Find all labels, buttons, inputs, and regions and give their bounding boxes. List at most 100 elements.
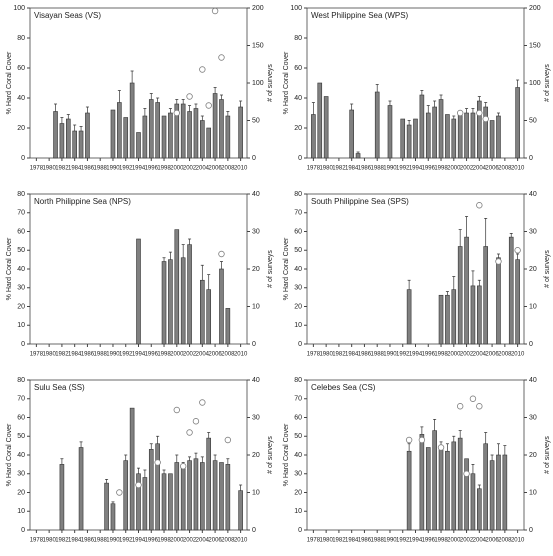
panel-title: South Philippine Sea (SPS) [311, 197, 409, 206]
survey-point [463, 470, 470, 477]
y-axis-label: % Hard Coral Cover [283, 423, 290, 486]
x-tick-label: 2002 [183, 538, 197, 544]
bar [200, 462, 205, 531]
error-bar [175, 99, 179, 104]
x-tick-label: 1978 [30, 352, 44, 358]
y-axis-label: % Hard Coral Cover [6, 423, 13, 486]
x-tick-label: 1986 [81, 538, 95, 544]
survey-point [135, 481, 142, 489]
y2-axis-label: # of surveys [544, 436, 551, 474]
error-bar [213, 454, 217, 461]
y-axis-label: % Hard Coral Cover [6, 237, 13, 300]
bar [496, 115, 501, 159]
error-bar [490, 454, 494, 461]
bar [72, 130, 77, 159]
bar [489, 120, 495, 159]
y-tick-label: 0 [21, 341, 25, 348]
bar [477, 488, 482, 531]
error-bar [465, 108, 469, 113]
y-tick-label: 30 [17, 471, 25, 478]
x-tick-label: 2008 [498, 538, 512, 544]
x-tick-label: 1992 [396, 352, 410, 358]
bar [419, 434, 425, 531]
x-tick-label: 1992 [119, 352, 133, 358]
error-bar [465, 216, 469, 238]
x-tick-label: 2006 [485, 166, 499, 172]
bar [59, 123, 65, 159]
x-tick-label: 1986 [358, 166, 372, 172]
error-bar [143, 108, 147, 116]
bar [238, 106, 243, 159]
error-bar [239, 484, 243, 491]
error-bar [156, 97, 160, 103]
x-tick-label: 1992 [119, 538, 133, 544]
y2-tick-label: 100 [252, 80, 264, 87]
x-tick-label: 1986 [358, 352, 372, 358]
x-tick-label: 2002 [460, 352, 474, 358]
error-bar [452, 115, 456, 119]
error-bar [458, 430, 462, 439]
y-tick-label: 60 [294, 228, 302, 235]
survey-point [405, 436, 413, 444]
y2-tick-label: 50 [252, 117, 260, 124]
error-bar [407, 279, 411, 290]
y-tick-label: 50 [17, 247, 25, 254]
error-bar [226, 458, 230, 465]
bar [200, 279, 205, 345]
error-bar [311, 102, 315, 115]
y2-tick-label: 10 [252, 489, 260, 496]
x-tick-label: 1998 [157, 352, 171, 358]
x-tick-label: 2010 [234, 352, 248, 358]
survey-point [456, 109, 464, 117]
bar [451, 441, 457, 531]
error-bar [181, 244, 185, 258]
error-bar [175, 454, 179, 463]
x-tick-label: 1992 [396, 538, 410, 544]
y-tick-label: 60 [17, 228, 25, 235]
x-tick-label: 1990 [106, 538, 120, 544]
x-tick-label: 1996 [145, 352, 159, 358]
error-bar [496, 112, 500, 116]
bar [464, 112, 469, 159]
bar [483, 443, 489, 531]
bar [477, 100, 482, 159]
y-tick-label: 40 [17, 95, 25, 102]
error-bar [117, 90, 121, 103]
y2-tick-label: 200 [252, 5, 264, 12]
bar [387, 105, 393, 159]
bar [349, 109, 354, 159]
y-tick-label: 80 [294, 191, 302, 198]
bar [317, 82, 323, 159]
x-tick-label: 1996 [422, 166, 436, 172]
y-tick-label: 60 [294, 65, 302, 72]
error-bar [200, 264, 204, 281]
bar [187, 460, 192, 531]
y2-tick-label: 30 [529, 228, 537, 235]
y-tick-label: 10 [17, 322, 25, 329]
y2-tick-label: 150 [529, 42, 541, 49]
bar [432, 430, 437, 531]
x-tick-label: 2006 [208, 166, 222, 172]
error-bar [162, 257, 166, 262]
survey-point [476, 403, 483, 410]
x-tick-label: 1992 [119, 166, 133, 172]
x-tick-label: 2010 [234, 166, 248, 172]
bar [457, 112, 463, 159]
bar [193, 458, 199, 531]
bar [355, 153, 361, 159]
y2-tick-label: 50 [529, 117, 537, 124]
bar [225, 308, 231, 345]
y2-tick-label: 0 [252, 155, 256, 162]
error-bar [496, 253, 500, 258]
error-bar [503, 445, 507, 455]
bar [174, 103, 180, 159]
bar [180, 465, 186, 531]
bar [219, 99, 224, 159]
x-tick-label: 2000 [170, 352, 184, 358]
y-tick-label: 40 [294, 95, 302, 102]
x-tick-label: 2008 [498, 352, 512, 358]
bar [53, 111, 58, 159]
error-bar [137, 467, 140, 474]
y2-axis-label: # of surveys [267, 64, 274, 102]
bar [123, 117, 129, 159]
